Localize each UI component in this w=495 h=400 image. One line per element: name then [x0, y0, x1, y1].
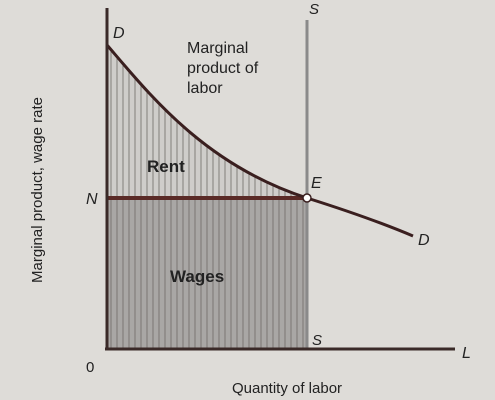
- y-axis-title: Marginal product, wage rate: [29, 97, 46, 283]
- x-axis-title: Quantity of labor: [232, 380, 342, 397]
- x-axis-end-label: L: [462, 345, 471, 362]
- origin-label: 0: [86, 359, 94, 376]
- equilibrium-point: [302, 193, 312, 203]
- wage-level-label: N: [86, 191, 98, 208]
- supply-top-label: S: [309, 1, 319, 18]
- curve-caption-line-3: labor: [187, 80, 223, 97]
- wages-hatch: [107, 198, 307, 349]
- wages-label: Wages: [170, 267, 224, 286]
- equilibrium-label: E: [311, 175, 322, 192]
- rent-label: Rent: [147, 157, 185, 176]
- curve-caption-line-1: Marginal: [187, 40, 248, 57]
- marginal-product-curve: [105, 44, 414, 238]
- rent-hatch: [107, 45, 307, 198]
- supply-bottom-label: S: [312, 332, 322, 349]
- curve-end-label: D: [418, 232, 430, 249]
- curve-caption-line-2: product of: [187, 60, 259, 77]
- curve-top-label: D: [113, 25, 125, 42]
